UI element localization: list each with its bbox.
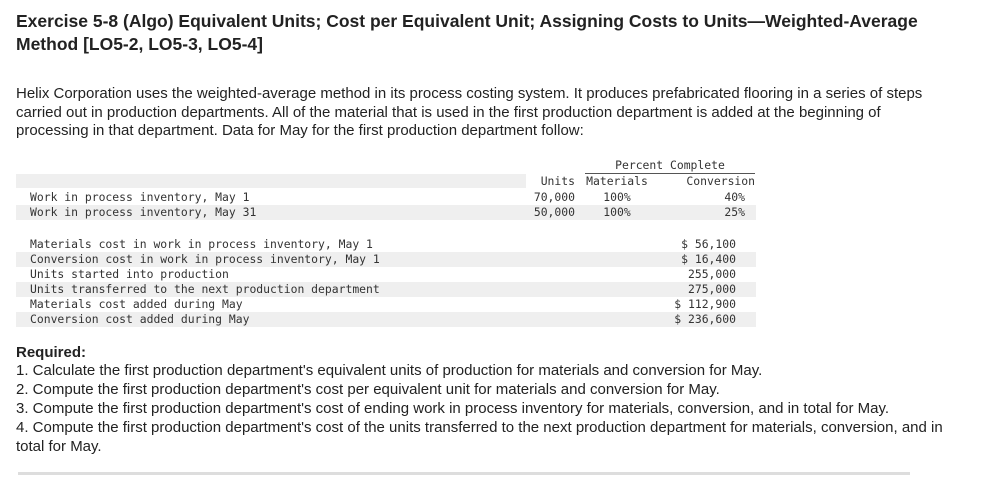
row-label: Work in process inventory, May 1 [30,190,250,204]
cost-value: 275,000 [687,282,736,296]
row-label: Work in process inventory, May 31 [30,205,257,219]
cost-label: Conversion cost in work in process inven… [30,252,380,266]
row-shade [16,252,756,267]
cell-value: 100% [603,205,631,219]
cost-value: $ 112,900 [674,297,736,311]
cost-value: $ 56,100 [681,237,736,251]
required-item: 4. Compute the first production departme… [16,419,943,455]
required-item: 3. Compute the first production departme… [16,400,890,417]
row-shade [16,174,526,188]
column-header: Conversion [686,174,755,188]
cell-value: 100% [603,190,631,204]
column-header: Units [540,174,575,188]
cost-label: Materials cost in work in process invent… [30,237,373,251]
row-shade [16,282,756,297]
exercise-title: Exercise 5-8 (Algo) Equivalent Units; Co… [16,11,918,54]
cell-value: 70,000 [533,190,575,204]
cost-label: Units started into production [30,267,229,281]
intro-paragraph: Helix Corporation uses the weighted-aver… [16,85,923,139]
required-heading: Required: [16,344,87,361]
cost-value: 255,000 [687,267,736,281]
required-item: 1. Calculate the first production depart… [16,362,763,379]
cost-label: Units transferred to the next production… [30,282,380,296]
column-header: Materials [586,174,648,188]
required-item: 2. Compute the first production departme… [16,381,720,398]
cell-value: 50,000 [533,205,575,219]
cell-value: 25% [724,205,745,219]
row-shade [16,205,756,220]
cell-value: 40% [724,190,745,204]
cost-label: Materials cost added during May [30,297,243,311]
cost-value: $ 236,600 [674,312,736,326]
cost-value: $ 16,400 [681,252,736,266]
row-shade [16,312,756,327]
cost-label: Conversion cost added during May [30,312,250,326]
divider [18,472,910,475]
group-header: Percent Complete [585,158,755,174]
